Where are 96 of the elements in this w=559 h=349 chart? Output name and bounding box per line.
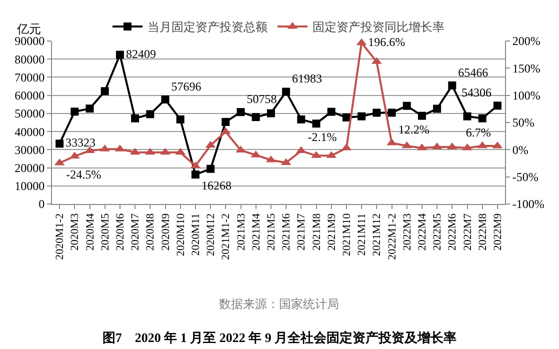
y-tick-label: 10000	[14, 179, 45, 194]
x-tick-label: 2021M11	[356, 213, 368, 256]
point	[206, 164, 215, 173]
x-tick-label: 2021M1-2	[220, 213, 232, 260]
point	[282, 88, 290, 96]
point	[478, 114, 486, 122]
y2-tick-label: 0%	[512, 142, 528, 157]
point	[161, 96, 170, 104]
x-tick-label: 2020M8	[144, 212, 157, 251]
point	[327, 108, 336, 116]
y-tick-label: 0	[38, 197, 45, 212]
x-tick-label: 2020M7	[130, 212, 142, 251]
y-tick-label: 60000	[14, 88, 45, 103]
legend-label: 固定资产投资同比增长率	[312, 20, 444, 34]
data-label: -2.1%	[308, 130, 337, 144]
x-tick-label: 2022M4	[416, 212, 429, 251]
y2-tick-label: -50%	[512, 170, 538, 184]
point	[236, 108, 245, 116]
x-tick-label: 2020M9	[160, 212, 172, 251]
text: 图7 2020 年 1 月至 2022 年 9 月全社会固定资产投资及增长率	[102, 330, 457, 346]
x-tick-label: 2022M9	[492, 212, 504, 251]
point	[448, 81, 456, 90]
x-tick-label: 2021M4	[250, 212, 262, 251]
point	[388, 108, 396, 117]
legend-label: 当月固定资产投资总额	[148, 20, 268, 34]
point	[433, 104, 442, 113]
data-label: 16268	[201, 178, 232, 193]
x-tick-label: 2022M1-2	[386, 213, 398, 260]
x-tick-label: 2021M7	[296, 212, 308, 251]
x-tick-label: 2021M6	[280, 212, 293, 251]
x-tick-label: 2022M3	[401, 212, 414, 251]
data-label: 61983	[292, 72, 322, 86]
y-tick-label: 90000	[14, 34, 45, 48]
data-label: 33323	[66, 136, 96, 150]
x-tick-label: 2022M6	[446, 212, 459, 251]
y2-tick-label: 150%	[512, 61, 540, 76]
x-tick-label: 2021M12	[371, 213, 384, 256]
point	[297, 115, 306, 124]
source-note: 数据来源：国家统计局	[219, 297, 339, 311]
data-label: 12.2%	[398, 122, 430, 136]
y2-tick-label: 100%	[512, 88, 540, 103]
point	[493, 102, 502, 110]
data-label: 54306	[461, 86, 492, 100]
x-tick-label: 2020M11	[190, 213, 202, 256]
point	[222, 118, 230, 126]
x-tick-label: 2020M1-2	[54, 213, 66, 260]
x-tick-label: 2022M5	[432, 212, 444, 251]
y-tick-label: 80000	[14, 52, 45, 66]
point	[312, 120, 320, 128]
point	[146, 110, 154, 118]
x-tick-label: 2020M4	[84, 212, 96, 251]
x-tick-label: 2020M10	[174, 212, 187, 256]
y-tick-label: 30000	[14, 142, 45, 157]
point	[266, 109, 275, 118]
point	[402, 102, 411, 110]
point	[252, 113, 260, 122]
y-tick-label: 40000	[14, 124, 45, 139]
x-tick-label: 2020M6	[114, 212, 127, 251]
x-tick-label: 2021M5	[266, 212, 278, 251]
point	[70, 108, 79, 116]
x-tick-label: 2021M9	[326, 212, 338, 251]
point	[116, 50, 124, 59]
data-label: 6.7%	[466, 125, 491, 140]
x-tick-label: 2021M10	[341, 212, 354, 256]
point	[358, 112, 366, 120]
point	[100, 87, 109, 96]
y2-tick-label: -100%	[512, 197, 544, 212]
data-label: 65466	[458, 65, 488, 80]
point	[160, 148, 170, 155]
y2-tick-label: 50%	[512, 116, 534, 130]
y-tick-label: 50000	[14, 106, 45, 121]
data-label: 82409	[126, 46, 156, 61]
y2-tick-label: 200%	[512, 34, 540, 48]
x-tick-label: 2022M8	[476, 212, 489, 251]
data-label: -24.5%	[66, 168, 102, 182]
x-tick-label: 2022M7	[462, 212, 474, 251]
x-tick-label: 2020M12	[205, 213, 218, 256]
point	[86, 104, 94, 113]
y-axis-title: 亿元	[16, 22, 41, 36]
point	[342, 113, 350, 122]
x-tick-label: 2021M3	[235, 212, 248, 251]
point	[463, 112, 472, 120]
y-tick-label: 70000	[14, 70, 45, 84]
point	[191, 170, 200, 179]
point	[131, 114, 140, 122]
x-tick-label: 2021M8	[310, 212, 323, 251]
point	[372, 108, 381, 117]
point	[176, 115, 184, 124]
point	[56, 140, 64, 148]
data-label: 57696	[171, 80, 202, 94]
point	[418, 112, 426, 120]
x-tick-label: 2020M3	[69, 212, 82, 251]
y-tick-label: 20000	[14, 160, 45, 175]
data-label: 50758	[246, 92, 277, 106]
x-tick-label: 2020M5	[99, 212, 112, 251]
data-label: 196.6%	[368, 34, 406, 49]
